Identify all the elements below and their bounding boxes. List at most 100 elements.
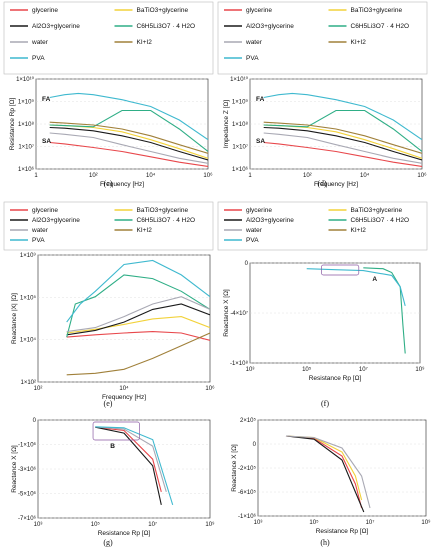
- y-tick-label: 1×10⁹: [20, 252, 37, 259]
- panel-caption: (c): [104, 179, 113, 188]
- legend-entry: KI+I2: [351, 39, 367, 46]
- x-tick-label: 1: [248, 173, 252, 179]
- y-axis-title: Resistance Rp [Ω]: [9, 98, 16, 151]
- series-line: [95, 426, 162, 506]
- annotation-label: FA: [256, 96, 265, 103]
- y-tick-label: 1×10⁵: [20, 294, 37, 301]
- zoom-box: [92, 421, 140, 441]
- annotation-label: A: [372, 276, 377, 283]
- series-group: [263, 92, 422, 167]
- y-axis-title: Reactance |X| [Ω]: [11, 293, 18, 344]
- annotation-label: SA: [42, 138, 51, 145]
- series-line: [95, 426, 167, 493]
- y-tick-label: 1×10⁶: [232, 166, 249, 173]
- series-group: [306, 267, 406, 354]
- series-line: [49, 109, 208, 152]
- y-tick-label: 1×10⁹: [232, 99, 249, 106]
- series-line: [285, 435, 365, 513]
- x-tick-label: 10⁷: [359, 366, 368, 373]
- legend-entry: water: [245, 227, 263, 234]
- chart-panel-e: glycerine BaTiO3+glycerine Al2O3+glycerine…: [3, 201, 215, 408]
- y-tick-label: -7×10⁶: [18, 515, 37, 522]
- legend-entry: water: [31, 39, 49, 46]
- y-tick-label: -4×10⁷: [230, 310, 248, 317]
- legend-entry: BaTiO3+glycerine: [351, 7, 403, 14]
- series-line: [66, 332, 210, 376]
- x-axis-title: Frequency [Hz]: [314, 181, 358, 188]
- y-tick-label: 0: [245, 261, 249, 267]
- x-tick-label: 10⁴: [360, 172, 370, 179]
- series-line: [363, 267, 406, 354]
- series-line: [95, 426, 162, 493]
- panel-caption: (f): [321, 399, 329, 408]
- series-line: [263, 141, 422, 167]
- legend-entry: KI+I2: [137, 39, 153, 46]
- series-line: [49, 92, 208, 141]
- series-line: [95, 426, 174, 506]
- y-axis-title: Reactance X [Ω]: [231, 444, 238, 492]
- x-tick-label: 10⁷: [366, 519, 375, 526]
- chart-panel-d: glycerine BaTiO3+glycerine Al2O3+glycerine…: [217, 1, 428, 188]
- x-tick-label: 10⁵: [309, 519, 319, 526]
- y-tick-label: 1×10²: [20, 380, 36, 386]
- series-line: [49, 126, 208, 161]
- x-tick-label: 10²: [303, 173, 312, 179]
- zoom-box: [321, 264, 360, 276]
- legend-box: [217, 1, 428, 75]
- series-group: [95, 426, 174, 506]
- legend-entry: BaTiO3+glycerine: [137, 7, 189, 14]
- series-line: [49, 141, 208, 167]
- x-tick-label: 10³: [246, 367, 255, 373]
- y-tick-label: 1×10⁷: [232, 144, 248, 151]
- legend-entry: PVA: [32, 237, 45, 244]
- x-tick-label: 10⁶: [205, 385, 215, 392]
- y-tick-label: 1×10⁶: [18, 166, 35, 173]
- legend-entry: C6H5Li3O7 · 4 H2O: [137, 217, 196, 224]
- series-line: [285, 435, 371, 509]
- annotation-label: SA: [256, 138, 265, 145]
- y-tick-label: 1×10⁹: [18, 99, 35, 106]
- series-line: [66, 259, 210, 323]
- legend-entry: Al2O3+glycerine: [32, 23, 80, 30]
- y-tick-label: 1×10⁷: [18, 144, 34, 151]
- y-axis-title: Impedance Z [Ω]: [223, 100, 230, 148]
- y-tick-label: -6×10⁵: [238, 489, 257, 496]
- x-tick-label: 10⁹: [415, 366, 425, 373]
- x-tick-label: 10²: [34, 386, 43, 392]
- legend-entry: C6H5Li3O7 · 4 H2O: [351, 23, 410, 30]
- legend-entry: KI+I2: [137, 227, 153, 234]
- y-tick-label: -1×10⁶: [18, 442, 37, 449]
- y-tick-label: 1×10⁸: [232, 121, 249, 128]
- legend-entry: water: [31, 227, 49, 234]
- legend-box: [3, 1, 214, 75]
- series-line: [263, 109, 422, 152]
- y-tick-label: 1×10¹⁰: [230, 76, 249, 83]
- x-tick-label: 10⁹: [421, 519, 431, 526]
- legend-entry: glycerine: [32, 7, 58, 14]
- legend-entry: PVA: [32, 55, 45, 62]
- x-tick-label: 10⁹: [205, 521, 215, 528]
- legend-entry: Al2O3+glycerine: [246, 217, 294, 224]
- y-tick-label: -5×10⁶: [18, 491, 37, 498]
- x-tick-label: 10⁵: [91, 521, 101, 528]
- x-tick-label: 10⁷: [148, 521, 157, 528]
- x-tick-label: 10³: [254, 520, 263, 526]
- chart-panel-f: glycerine BaTiO3+glycerine Al2O3+glycerine…: [217, 201, 428, 408]
- series-line: [263, 92, 422, 141]
- series-group: [285, 435, 371, 513]
- series-line: [263, 121, 422, 154]
- legend-entry: water: [245, 39, 263, 46]
- y-tick-label: -3×10⁶: [18, 466, 37, 473]
- annotation-label: B: [110, 443, 115, 450]
- series-line: [66, 296, 210, 333]
- series-group: [49, 92, 208, 167]
- plot-area: [37, 254, 211, 383]
- annotation-label: FA: [42, 96, 51, 103]
- x-tick-label: 10³: [34, 522, 43, 528]
- panel-caption: (d): [317, 179, 327, 188]
- x-axis-title: Frequency [Hz]: [100, 181, 144, 188]
- legend-entry: C6H5Li3O7 · 4 H2O: [137, 23, 196, 30]
